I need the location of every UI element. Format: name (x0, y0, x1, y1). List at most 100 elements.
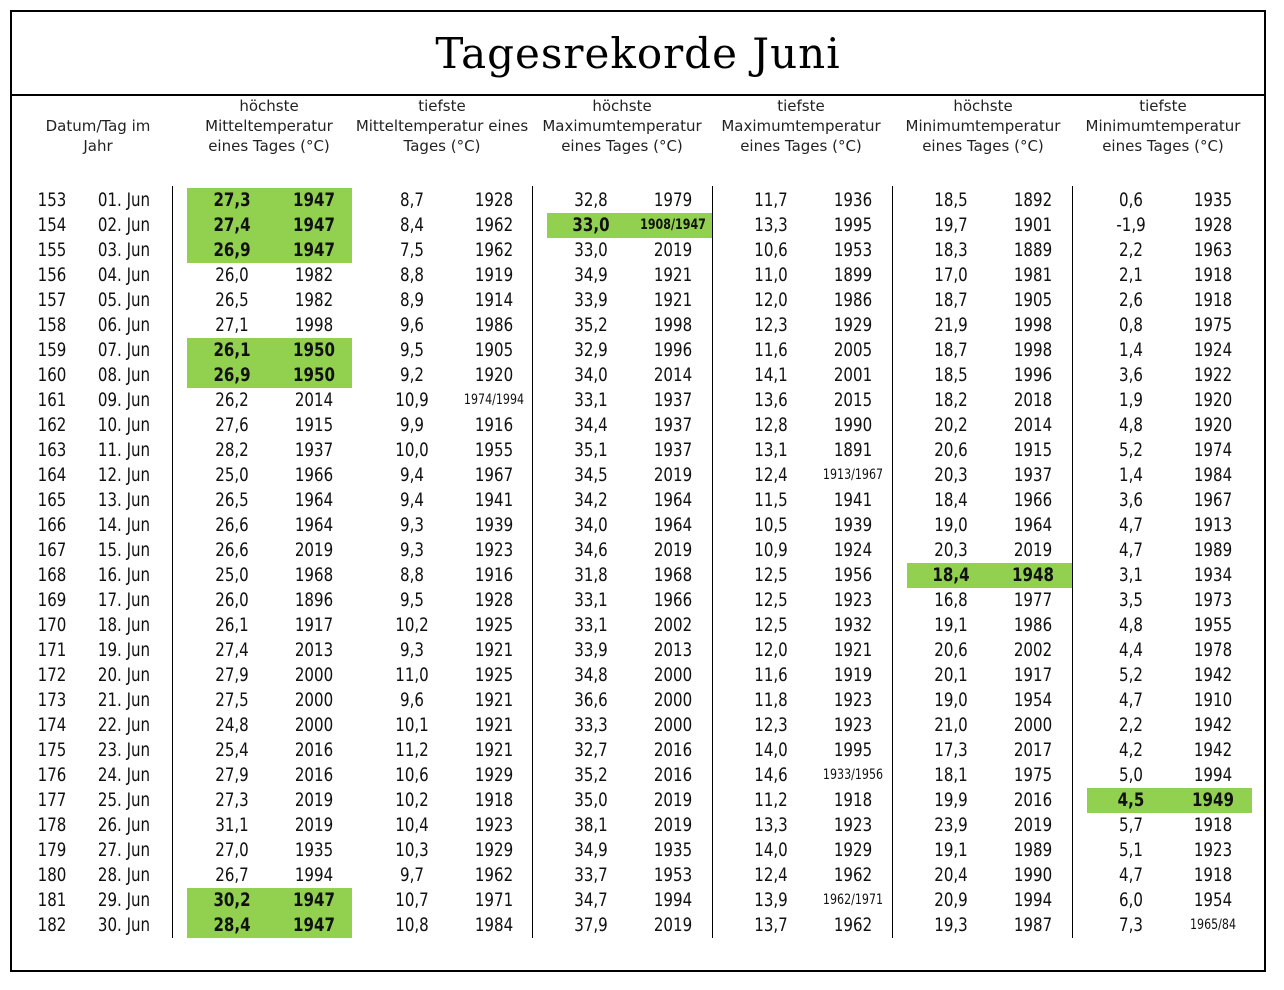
record-year: 2005 (833, 339, 873, 361)
temperature-value: 17,0 (934, 264, 968, 286)
temperature-value: 12,4 (754, 864, 788, 886)
record-year: 1922 (1193, 364, 1233, 386)
record-year: 2016 (653, 739, 693, 761)
record-year: 1891 (833, 439, 873, 461)
temperature-value: 4,4 (1119, 639, 1143, 661)
temperature-value: 1,4 (1119, 464, 1143, 486)
temperature-value: 7,3 (1119, 914, 1143, 936)
temperature-value: 34,7 (574, 889, 608, 911)
record-year: 1998 (1013, 339, 1053, 361)
record-year: 2002 (653, 614, 693, 636)
record-highlight (1087, 788, 1252, 813)
date-cell: 22. Jun (97, 714, 151, 736)
record-year: 1901 (1013, 214, 1053, 236)
record-year: 1923 (833, 814, 873, 836)
temperature-value: 9,6 (400, 689, 424, 711)
date-cell: 19. Jun (97, 639, 151, 661)
record-year: 1990 (833, 414, 873, 436)
temperature-value: 11,8 (754, 689, 788, 711)
temperature-value: -1,9 (1116, 214, 1146, 236)
temperature-value: 10,4 (395, 814, 429, 836)
temperature-value: 10,5 (754, 514, 788, 536)
record-year: 1986 (474, 314, 514, 336)
temperature-value: 8,9 (400, 289, 424, 311)
temperature-value: 11,6 (754, 664, 788, 686)
record-year: 1986 (1013, 614, 1053, 636)
temperature-value: 33,0 (574, 239, 608, 261)
record-year: 1956 (833, 564, 873, 586)
record-highlight (187, 238, 352, 263)
temperature-value: 26,6 (215, 514, 249, 536)
temperature-value: 1,9 (1119, 389, 1143, 411)
record-highlight (907, 563, 1072, 588)
day-of-year: 175 (37, 739, 67, 761)
record-year: 1996 (1013, 364, 1053, 386)
header-max-max: höchste Maximumtemperatur eines Tages (°… (542, 97, 702, 155)
record-year: 1998 (1013, 314, 1053, 336)
record-year: 1947 (293, 214, 335, 236)
temperature-value: 2,1 (1119, 264, 1143, 286)
temperature-value: 32,9 (574, 339, 608, 361)
date-cell: 14. Jun (97, 514, 151, 536)
day-of-year: 159 (37, 339, 67, 361)
record-year: 1923 (833, 589, 873, 611)
record-year: 1918 (1193, 814, 1233, 836)
record-year: 1939 (474, 514, 514, 536)
temperature-value: 10,2 (395, 614, 429, 636)
temperature-value: 5,0 (1119, 764, 1143, 786)
record-year: 2000 (653, 664, 693, 686)
temperature-value: 2,2 (1119, 239, 1143, 261)
temperature-value: 26,0 (215, 589, 249, 611)
record-year: 1977 (1013, 589, 1053, 611)
temperature-value: 33,1 (574, 389, 608, 411)
record-year: 1913/1967 (822, 467, 884, 483)
temperature-value: 33,9 (574, 639, 608, 661)
day-of-year: 177 (37, 789, 67, 811)
record-year: 1954 (1193, 889, 1233, 911)
day-of-year: 181 (37, 889, 67, 911)
record-year: 1921 (653, 264, 693, 286)
temperature-value: 20,9 (934, 889, 968, 911)
temperature-value: 4,7 (1119, 539, 1143, 561)
temperature-value: 21,0 (934, 714, 968, 736)
temperature-value: 5,2 (1119, 664, 1143, 686)
temperature-value: 27,9 (215, 764, 249, 786)
temperature-value: 33,1 (574, 614, 608, 636)
record-year: 1967 (1193, 489, 1233, 511)
temperature-value: 26,1 (213, 339, 251, 361)
record-year: 1989 (1193, 539, 1233, 561)
record-year: 1915 (294, 414, 334, 436)
record-year: 2014 (1013, 414, 1053, 436)
temperature-value: 20,4 (934, 864, 968, 886)
header-min-max: tiefste Maximumtemperatur eines Tages (°… (721, 97, 881, 155)
record-year: 1917 (294, 614, 334, 636)
temperature-value: 9,5 (400, 339, 424, 361)
record-year: 1918 (1193, 864, 1233, 886)
record-year: 1966 (653, 589, 693, 611)
temperature-value: 10,9 (395, 389, 429, 411)
record-year: 1923 (474, 814, 514, 836)
record-year: 1974/1994 (463, 392, 525, 408)
record-year: 1998 (653, 314, 693, 336)
temperature-value: 0,6 (1119, 189, 1143, 211)
temperature-value: 13,7 (754, 914, 788, 936)
record-year: 2019 (1013, 539, 1053, 561)
temperature-value: 28,2 (215, 439, 249, 461)
record-year: 1982 (294, 289, 334, 311)
record-year: 1929 (833, 839, 873, 861)
record-year: 2019 (653, 914, 693, 936)
record-year: 1942 (1193, 714, 1233, 736)
temperature-value: 20,6 (934, 639, 968, 661)
record-year: 1967 (474, 464, 514, 486)
day-of-year: 156 (37, 264, 67, 286)
temperature-value: 8,8 (400, 564, 424, 586)
temperature-value: 33,1 (574, 589, 608, 611)
temperature-value: 32,7 (574, 739, 608, 761)
temperature-value: 12,5 (754, 564, 788, 586)
record-year: 2018 (1013, 389, 1053, 411)
record-year: 1968 (653, 564, 693, 586)
day-of-year: 168 (37, 564, 67, 586)
day-of-year: 164 (37, 464, 67, 486)
temperature-value: 20,6 (934, 439, 968, 461)
temperature-value: 32,8 (574, 189, 608, 211)
